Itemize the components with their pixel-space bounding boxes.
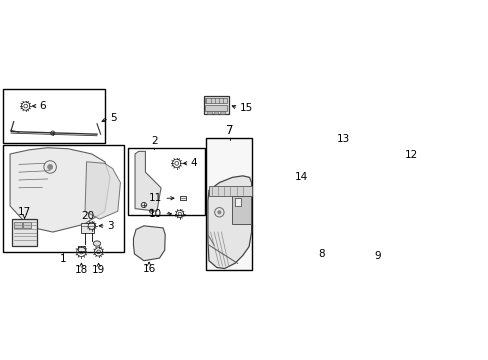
Bar <box>326 167 335 186</box>
Text: 9: 9 <box>373 251 380 261</box>
Polygon shape <box>10 148 110 232</box>
Bar <box>235 198 241 206</box>
Text: 1: 1 <box>60 255 66 265</box>
Polygon shape <box>133 226 165 261</box>
Text: 20: 20 <box>81 211 94 221</box>
Ellipse shape <box>93 241 101 246</box>
Text: 6: 6 <box>40 101 46 111</box>
Bar <box>208 186 251 195</box>
Polygon shape <box>85 162 120 219</box>
Bar <box>205 98 227 103</box>
Bar <box>375 236 380 242</box>
Text: 18: 18 <box>75 265 88 275</box>
Text: 19: 19 <box>92 265 105 275</box>
Bar <box>232 195 250 224</box>
Bar <box>310 166 325 187</box>
Circle shape <box>217 210 221 214</box>
Bar <box>3 145 124 252</box>
Circle shape <box>47 165 53 170</box>
Text: 14: 14 <box>294 172 307 182</box>
Bar <box>206 138 252 270</box>
Bar <box>205 105 227 111</box>
Text: 4: 4 <box>190 158 197 168</box>
Bar <box>329 151 338 166</box>
Bar <box>213 111 218 114</box>
Text: 12: 12 <box>404 150 417 160</box>
Text: 5: 5 <box>110 113 117 122</box>
Bar <box>207 111 212 114</box>
Bar <box>127 148 204 215</box>
Polygon shape <box>135 151 161 211</box>
Ellipse shape <box>373 149 395 161</box>
Text: 8: 8 <box>318 249 325 259</box>
Text: 13: 13 <box>336 134 349 144</box>
Bar <box>180 196 185 200</box>
Text: 11: 11 <box>148 193 162 203</box>
Polygon shape <box>207 176 251 269</box>
Text: 7: 7 <box>225 124 233 137</box>
Text: 2: 2 <box>151 136 157 146</box>
Bar <box>12 219 37 246</box>
Bar <box>14 222 22 228</box>
Bar <box>81 223 94 233</box>
Bar <box>220 111 224 114</box>
Bar <box>3 89 104 143</box>
Text: 17: 17 <box>18 207 31 217</box>
Bar <box>203 96 228 114</box>
Text: 3: 3 <box>107 221 114 231</box>
Bar <box>78 246 85 251</box>
Text: 15: 15 <box>239 103 252 113</box>
Bar <box>23 222 31 228</box>
Text: 16: 16 <box>142 264 155 274</box>
Text: 10: 10 <box>149 209 162 219</box>
